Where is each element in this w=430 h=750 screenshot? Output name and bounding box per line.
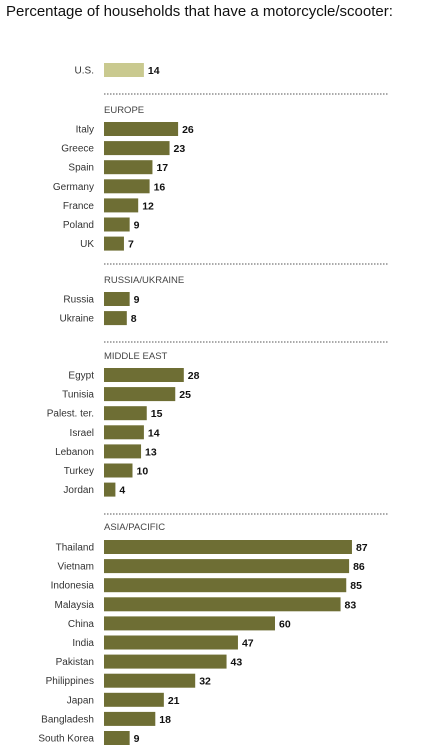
bar — [104, 711, 156, 726]
category-label: Thailand — [56, 543, 94, 554]
category-label: France — [63, 201, 95, 212]
value-label: 16 — [154, 181, 166, 193]
bar — [104, 198, 139, 213]
value-label: 10 — [137, 466, 149, 478]
category-label: Bangladesh — [41, 714, 94, 725]
value-label: 87 — [356, 542, 368, 554]
value-label: 7 — [128, 239, 134, 251]
category-label: Indonesia — [51, 581, 95, 592]
value-label: 28 — [188, 370, 200, 382]
category-label: Italy — [76, 125, 94, 136]
category-label: Germany — [53, 182, 94, 193]
value-label: 25 — [179, 389, 191, 401]
category-label: Malaysia — [55, 600, 95, 611]
category-label: India — [72, 638, 94, 649]
bar — [104, 692, 164, 707]
category-label: Jordan — [63, 485, 94, 496]
bar — [104, 597, 341, 612]
group-label: MIDDLE EAST — [104, 351, 168, 362]
value-label: 26 — [182, 124, 194, 136]
category-label: Ukraine — [60, 314, 95, 325]
bar — [104, 444, 142, 459]
bar — [104, 654, 227, 669]
value-label: 43 — [231, 657, 243, 669]
bar — [104, 635, 238, 650]
value-label: 9 — [134, 294, 140, 306]
category-label: Vietnam — [57, 562, 94, 573]
bar — [104, 217, 130, 232]
value-label: 83 — [345, 599, 357, 611]
value-label: 32 — [199, 676, 211, 688]
category-label: Spain — [68, 163, 94, 174]
bar — [104, 179, 150, 194]
value-label: 12 — [142, 200, 154, 212]
value-label: 13 — [145, 446, 157, 458]
bar — [104, 236, 124, 251]
group-label: RUSSIA/UKRAINE — [104, 275, 184, 286]
category-label: Tunisia — [62, 390, 94, 401]
bar — [104, 616, 275, 631]
category-label: Russia — [63, 295, 94, 306]
bar — [104, 731, 130, 745]
group-label: ASIA/PACIFIC — [104, 522, 165, 533]
category-label: Egypt — [68, 371, 94, 382]
value-label: 8 — [131, 313, 137, 325]
value-label: 47 — [242, 638, 254, 650]
group-label: EUROPE — [104, 105, 144, 116]
bar — [104, 63, 144, 77]
category-label: Palest. ter. — [47, 409, 94, 420]
bar — [104, 463, 133, 478]
value-label: 23 — [174, 143, 186, 155]
category-label: Turkey — [64, 466, 94, 477]
category-label: Japan — [67, 695, 94, 706]
bar — [104, 368, 184, 382]
bar — [104, 141, 170, 156]
category-label: Poland — [63, 220, 94, 231]
bar — [104, 122, 179, 136]
value-label: 14 — [148, 427, 160, 439]
value-label: 4 — [119, 485, 125, 497]
bar — [104, 540, 352, 554]
category-label: China — [68, 619, 95, 630]
value-label: 18 — [159, 714, 171, 726]
value-label: 9 — [134, 733, 140, 745]
value-label: 14 — [148, 65, 160, 77]
value-label: 85 — [350, 580, 362, 592]
category-label: Lebanon — [55, 447, 94, 458]
bar — [104, 292, 130, 306]
bar — [104, 425, 144, 440]
bar — [104, 160, 153, 175]
bar — [104, 406, 147, 421]
bar — [104, 482, 116, 497]
bar — [104, 578, 347, 593]
category-label: Pakistan — [56, 657, 94, 668]
value-label: 60 — [279, 618, 291, 630]
bar — [104, 559, 350, 574]
category-label: UK — [80, 239, 94, 250]
chart-title: Percentage of households that have a mot… — [6, 3, 393, 20]
bar — [104, 311, 127, 326]
category-label: Greece — [61, 144, 94, 155]
value-label: 17 — [156, 162, 168, 174]
value-label: 86 — [353, 561, 365, 573]
value-label: 15 — [151, 408, 163, 420]
value-label: 9 — [134, 220, 140, 232]
category-label: South Korea — [38, 734, 94, 745]
category-label: U.S. — [75, 66, 94, 77]
bar — [104, 673, 196, 688]
category-label: Israel — [70, 428, 94, 439]
bar — [104, 387, 176, 402]
value-label: 21 — [168, 695, 180, 707]
category-label: Philippines — [46, 676, 94, 687]
